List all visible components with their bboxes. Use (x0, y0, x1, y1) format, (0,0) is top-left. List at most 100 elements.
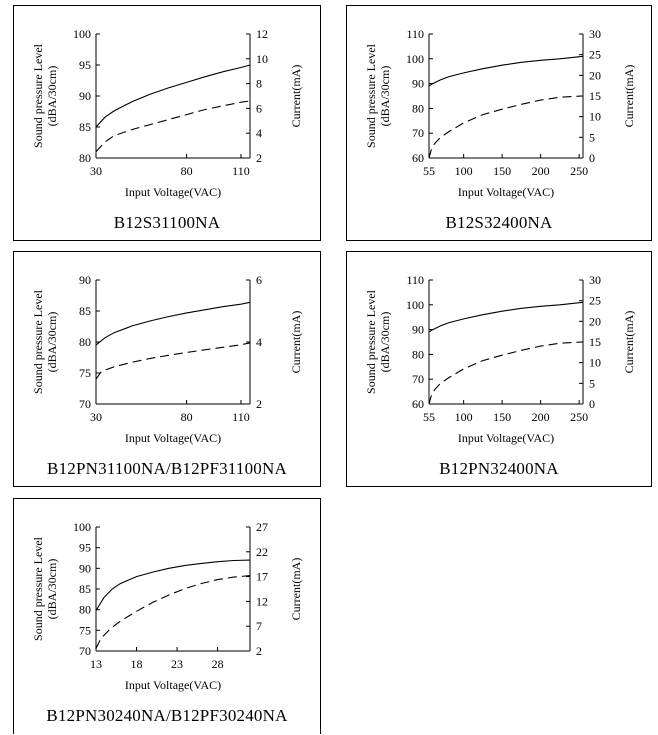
current-series-line (95, 575, 251, 649)
x-tick-label: 55 (423, 410, 435, 424)
x-tick-label: 110 (232, 164, 250, 178)
model-caption: B12PN32400NA (439, 459, 559, 478)
chart-plot-4: 60 70 80 90 100 110 0 5 10 15 20 25 30 55 100 150 200 250… (364, 273, 636, 445)
model-caption: B12PN30240NA/B12PF30240NA (46, 706, 288, 725)
y-axis-title-left: Sound pressure Level (364, 289, 378, 394)
y-axis-title-left-unit: (dBA/30cm) (45, 559, 59, 620)
y-axis-title-right: Current(mA) (622, 65, 636, 128)
y-tick-label-left: 110 (406, 27, 424, 41)
y-tick-label-right: 4 (256, 335, 262, 349)
y-tick-label-left: 70 (412, 372, 424, 386)
y-tick-label-right: 30 (589, 273, 601, 287)
y-tick-label-right: 5 (589, 130, 595, 144)
chart-plot-2: 60 70 80 90 100 110 0 5 10 15 20 25 30 55 100 150 200 250… (364, 27, 636, 199)
x-tick-label: 200 (532, 164, 550, 178)
x-tick-label: 30 (90, 164, 102, 178)
y-tick-label-left: 85 (79, 304, 91, 318)
y-tick-label-right: 27 (256, 520, 268, 534)
x-tick-label: 28 (212, 657, 224, 671)
x-axis-title: Input Voltage(VAC) (458, 185, 554, 199)
y-axis-title-right: Current(mA) (289, 558, 303, 621)
y-tick-label-left: 70 (79, 397, 91, 411)
y-tick-label-left: 90 (412, 323, 424, 337)
model-caption: B12S31100NA (113, 213, 221, 232)
x-axis-title: Input Voltage(VAC) (125, 185, 221, 199)
y-tick-label-left: 90 (79, 89, 91, 103)
y-tick-label-right: 2 (256, 151, 262, 165)
current-series-line (95, 100, 251, 153)
x-axis-title: Input Voltage(VAC) (125, 431, 221, 445)
x-tick-label: 110 (232, 410, 250, 424)
current-series-line (428, 95, 584, 159)
y-tick-label-right: 2 (256, 397, 262, 411)
x-tick-label: 80 (181, 164, 193, 178)
sound-pressure-series-line (95, 301, 251, 346)
current-series-line (95, 342, 251, 380)
y-tick-label-right: 7 (256, 619, 262, 633)
y-axis-title-left-unit: (dBA/30cm) (45, 66, 59, 127)
y-tick-label-left: 80 (79, 151, 91, 165)
y-tick-label-left: 80 (412, 347, 424, 361)
y-tick-label-right: 6 (256, 101, 262, 115)
y-tick-label-right: 20 (589, 68, 601, 82)
y-tick-label-right: 10 (256, 52, 268, 66)
chart-panel-4: 60 70 80 90 100 110 0 5 10 15 20 25 30 55 100 150 200 250… (346, 251, 652, 487)
y-tick-label-right: 15 (589, 335, 601, 349)
chart-panel-2: 60 70 80 90 100 110 0 5 10 15 20 25 30 55 100 150 200 250… (346, 5, 652, 241)
y-tick-label-left: 100 (406, 298, 424, 312)
y-axis-title-right: Current(mA) (289, 65, 303, 128)
x-tick-label: 55 (423, 164, 435, 178)
x-tick-label: 200 (532, 410, 550, 424)
y-axis-title-left: Sound pressure Level (31, 43, 45, 148)
y-tick-label-left: 75 (79, 366, 91, 380)
y-tick-label-left: 100 (406, 52, 424, 66)
y-tick-label-right: 17 (256, 570, 268, 584)
y-tick-label-left: 60 (412, 397, 424, 411)
y-axis-title-left: Sound pressure Level (31, 536, 45, 641)
y-axis-title-left: Sound pressure Level (364, 43, 378, 148)
y-tick-label-right: 4 (256, 126, 262, 140)
y-tick-label-right: 12 (256, 594, 268, 608)
y-tick-label-right: 6 (256, 273, 262, 287)
y-tick-label-left: 95 (79, 541, 91, 555)
y-tick-label-right: 0 (589, 151, 595, 165)
x-tick-label: 23 (171, 657, 183, 671)
y-tick-label-left: 100 (73, 520, 91, 534)
y-tick-label-left: 85 (79, 582, 91, 596)
model-caption: B12S32400NA (445, 213, 553, 232)
chart-panel-3: 70 75 80 85 90 2 4 6 30 80 110 Input Voltage(VAC) So… (13, 251, 321, 487)
x-tick-label: 150 (493, 410, 511, 424)
y-tick-label-right: 2 (256, 644, 262, 658)
x-axis-title: Input Voltage(VAC) (125, 678, 221, 692)
y-tick-label-right: 25 (589, 294, 601, 308)
y-axis-title-left: Sound pressure Level (31, 289, 45, 394)
x-tick-label: 13 (90, 657, 102, 671)
y-tick-label-left: 110 (406, 273, 424, 287)
y-tick-label-left: 90 (79, 273, 91, 287)
y-tick-label-right: 25 (589, 48, 601, 62)
y-tick-label-right: 30 (589, 27, 601, 41)
current-series-line (428, 341, 584, 405)
x-tick-label: 250 (570, 164, 588, 178)
y-tick-label-right: 20 (589, 314, 601, 328)
y-tick-label-left: 80 (79, 603, 91, 617)
y-tick-label-left: 60 (412, 151, 424, 165)
x-tick-label: 80 (181, 410, 193, 424)
y-tick-label-right: 12 (256, 27, 268, 41)
y-tick-label-left: 90 (412, 77, 424, 91)
x-axis-title: Input Voltage(VAC) (458, 431, 554, 445)
y-tick-label-right: 5 (589, 376, 595, 390)
x-tick-label: 150 (493, 164, 511, 178)
y-axis-title-left-unit: (dBA/30cm) (378, 312, 392, 373)
chart-plot-3: 70 75 80 85 90 2 4 6 30 80 110 Input Voltage(VAC) So… (31, 273, 303, 445)
y-tick-label-left: 70 (79, 644, 91, 658)
sound-pressure-series-line (95, 64, 251, 128)
y-tick-label-left: 70 (412, 126, 424, 140)
chart-panel-5: 70 75 80 85 90 95 100 2 7 12 17 22 27 13 18 23 28 Input V… (13, 498, 321, 734)
x-tick-label: 100 (455, 410, 473, 424)
model-caption: B12PN31100NA/B12PF31100NA (47, 459, 287, 478)
x-tick-label: 30 (90, 410, 102, 424)
y-tick-label-right: 0 (589, 397, 595, 411)
